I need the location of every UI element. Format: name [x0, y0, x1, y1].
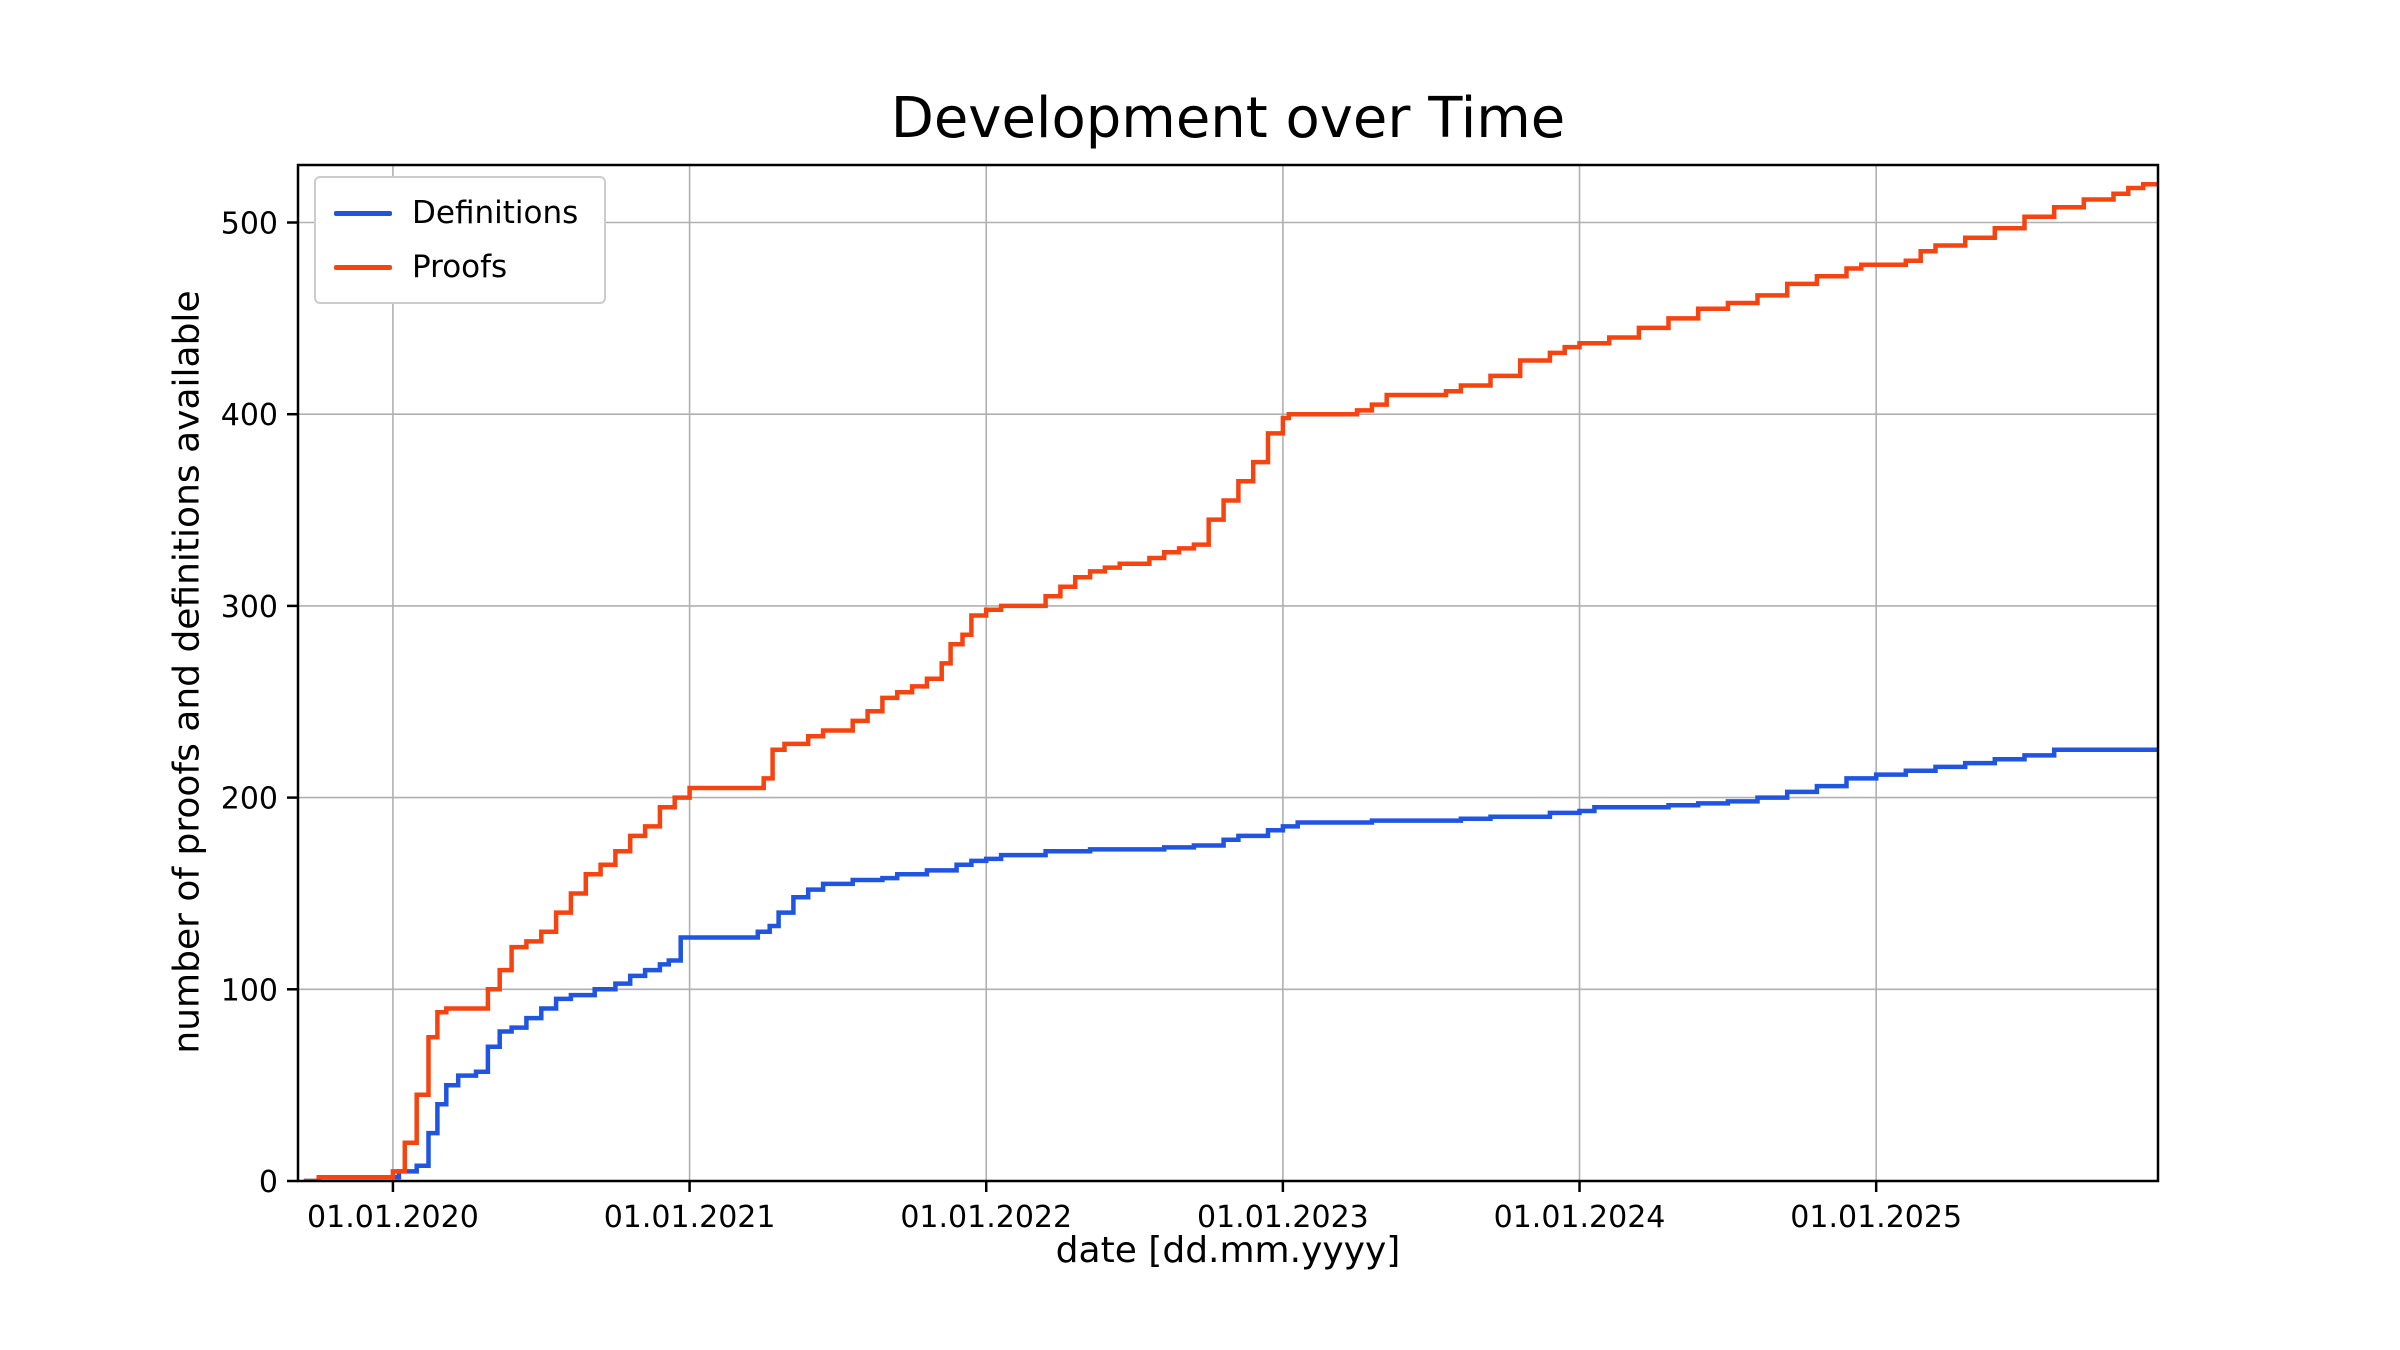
legend-label-proofs: Proofs [412, 249, 508, 285]
legend: Definitions Proofs [314, 176, 607, 304]
legend-entry-proofs: Proofs [334, 244, 578, 290]
x-tick-label: 01.01.2021 [604, 1200, 776, 1235]
y-tick-label: 300 [221, 590, 278, 625]
x-tick-label: 01.01.2020 [307, 1200, 479, 1235]
x-tick-label: 01.01.2024 [1494, 1200, 1666, 1235]
definitions-line-swatch [334, 210, 392, 216]
chart-title: Development over Time [890, 86, 1566, 151]
y-tick-label: 400 [221, 398, 278, 433]
series-line-definitions [303, 747, 2158, 1181]
y-axis-label: number of proofs and definitions availab… [166, 290, 208, 1054]
legend-label-definitions: Definitions [412, 195, 579, 231]
x-tick-label: 01.01.2023 [1197, 1200, 1369, 1235]
y-tick-label: 500 [221, 207, 278, 242]
y-tick-label: 100 [221, 973, 278, 1008]
proofs-line-swatch [334, 264, 392, 270]
x-tick-label: 01.01.2025 [1790, 1200, 1962, 1235]
y-tick-label: 0 [259, 1165, 278, 1200]
x-tick-label: 01.01.2022 [900, 1200, 1072, 1235]
legend-entry-definitions: Definitions [334, 190, 578, 236]
y-tick-label: 200 [221, 782, 278, 817]
plot-border [296, 163, 2160, 1183]
x-axis-label: date [dd.mm.yyyy] [1055, 1230, 1401, 1271]
series-line-proofs [303, 181, 2158, 1181]
